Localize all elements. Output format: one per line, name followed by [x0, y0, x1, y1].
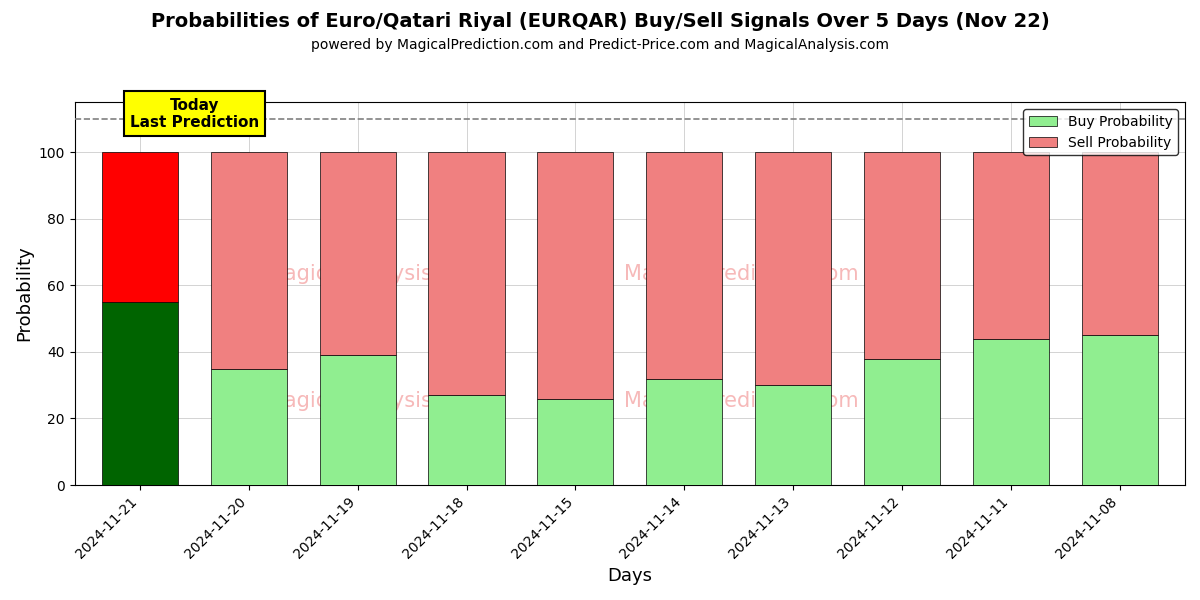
Text: powered by MagicalPrediction.com and Predict-Price.com and MagicalAnalysis.com: powered by MagicalPrediction.com and Pre…	[311, 38, 889, 52]
Legend: Buy Probability, Sell Probability: Buy Probability, Sell Probability	[1024, 109, 1178, 155]
Bar	[864, 359, 940, 485]
Bar	[319, 152, 396, 355]
Bar	[1081, 335, 1158, 485]
Bar	[755, 152, 832, 385]
Text: Today
Last Prediction: Today Last Prediction	[130, 98, 259, 130]
Bar	[211, 152, 287, 368]
Bar	[1081, 152, 1158, 335]
Text: MagicalAnalysis.com: MagicalAnalysis.com	[266, 391, 482, 411]
X-axis label: Days: Days	[607, 567, 653, 585]
Bar	[973, 152, 1049, 338]
Bar	[973, 338, 1049, 485]
Text: MagicalPrediction.com: MagicalPrediction.com	[624, 391, 858, 411]
Bar	[428, 395, 505, 485]
Bar	[538, 152, 613, 398]
Y-axis label: Probability: Probability	[16, 246, 34, 341]
Bar	[319, 355, 396, 485]
Bar	[646, 152, 722, 379]
Bar	[428, 152, 505, 395]
Bar	[102, 302, 178, 485]
Bar	[538, 398, 613, 485]
Bar	[864, 152, 940, 359]
Bar	[646, 379, 722, 485]
Bar	[755, 385, 832, 485]
Bar	[102, 152, 178, 302]
Bar	[211, 368, 287, 485]
Text: MagicalPrediction.com: MagicalPrediction.com	[624, 265, 858, 284]
Text: Probabilities of Euro/Qatari Riyal (EURQAR) Buy/Sell Signals Over 5 Days (Nov 22: Probabilities of Euro/Qatari Riyal (EURQ…	[151, 12, 1049, 31]
Text: MagicalAnalysis.com: MagicalAnalysis.com	[266, 265, 482, 284]
